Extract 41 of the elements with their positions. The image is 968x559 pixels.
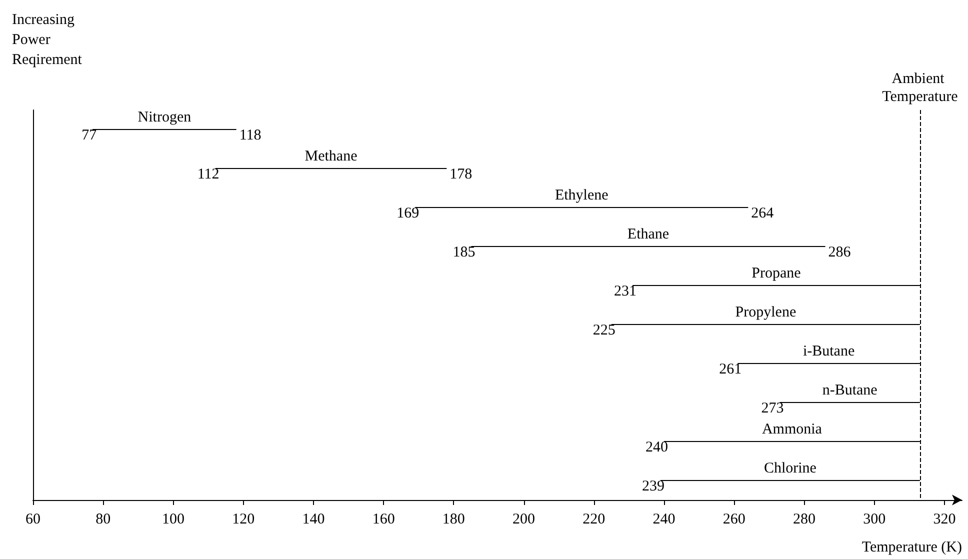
y-tick-label: Ethylene xyxy=(554,188,609,204)
x-tick-label: 80 xyxy=(96,512,111,528)
annotation: 169 xyxy=(396,206,420,222)
y-tick-label: Propane xyxy=(752,266,802,282)
y-tick-label: Ethane xyxy=(627,226,670,242)
data-label: 178 xyxy=(450,166,472,182)
ref-line-label: Ambient Temperature xyxy=(882,71,958,105)
x-tick-label: 240 xyxy=(652,512,676,528)
x-axis-title: Temperature (K) xyxy=(862,540,962,556)
data-label: 264 xyxy=(751,206,774,222)
y-tick-label: Ammonia xyxy=(762,422,822,438)
annotation: 239 xyxy=(642,478,665,494)
x-tick-label: 180 xyxy=(442,512,465,528)
y-tick-label: Propylene xyxy=(735,304,796,320)
x-tick-label: 140 xyxy=(302,512,325,528)
x-tick-label: 300 xyxy=(863,512,886,528)
y-tick-label: n-Butane xyxy=(822,382,878,398)
y-tick-label: i-Butane xyxy=(802,344,855,360)
x-tick-label: 100 xyxy=(162,512,184,528)
x-tick-label: 280 xyxy=(792,512,816,528)
x-tick-label: 220 xyxy=(582,512,606,528)
x-tick-label: 260 xyxy=(722,512,746,528)
y-axis-title: Increasing Power Reqirement xyxy=(12,12,83,68)
annotation: 112 xyxy=(197,166,220,182)
annotation: 185 xyxy=(452,244,476,260)
data-label: 118 xyxy=(239,128,262,144)
x-tick-label: 120 xyxy=(232,512,255,528)
data-label: 286 xyxy=(828,244,852,260)
annotation: 225 xyxy=(592,322,616,338)
annotation: 231 xyxy=(614,284,636,300)
x-tick-label: 160 xyxy=(372,512,395,528)
annotation: 273 xyxy=(761,400,784,416)
y-tick-label: Chlorine xyxy=(764,460,817,476)
annotation: 261 xyxy=(719,362,742,378)
annotation: 77 xyxy=(82,128,98,144)
annotation: 240 xyxy=(646,440,668,456)
x-tick-label: 320 xyxy=(933,512,956,528)
x-tick-label: 60 xyxy=(26,512,40,528)
x-tick-label: 200 xyxy=(512,512,536,528)
y-tick-label: Methane xyxy=(304,148,358,164)
y-tick-label: Nitrogen xyxy=(138,110,192,126)
